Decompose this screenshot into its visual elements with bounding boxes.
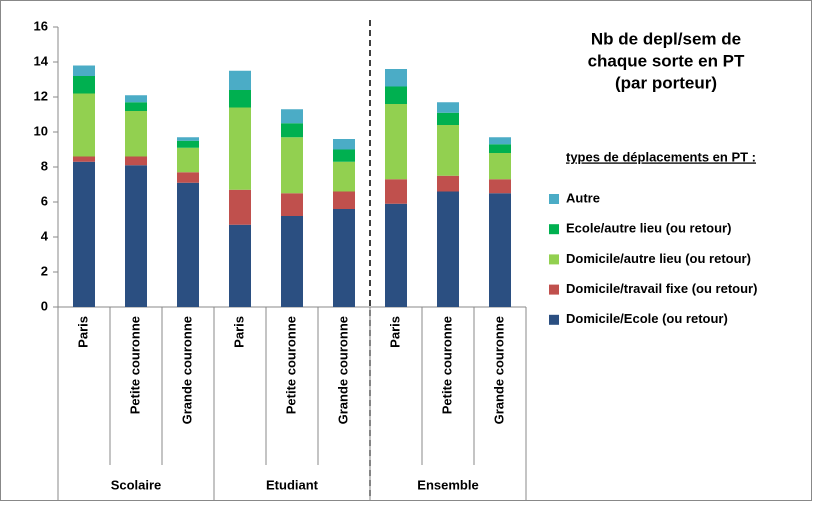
bar-segment	[229, 224, 251, 307]
group-label: Scolaire	[111, 477, 162, 492]
bar-segment	[229, 90, 251, 108]
bar-segment	[177, 140, 199, 148]
bar-segment	[281, 193, 303, 216]
bar-segment	[385, 203, 407, 307]
bar-segment	[177, 172, 199, 183]
group-label: Ensemble	[417, 477, 478, 492]
bar-segment	[125, 95, 147, 103]
y-tick-label: 12	[34, 88, 48, 103]
bar-segment	[437, 125, 459, 176]
legend-label: Domicile/Ecole (ou retour)	[566, 311, 728, 326]
chart-title: chaque sorte en PT	[588, 51, 745, 70]
legend-swatch	[549, 314, 559, 325]
bar-segment	[385, 86, 407, 104]
bar-segment	[73, 65, 95, 76]
x-tick-label: Grande couronne	[335, 316, 350, 424]
bar-segment	[73, 76, 95, 94]
bar-segment	[281, 123, 303, 138]
bar-segment	[229, 189, 251, 225]
bar-segment	[489, 153, 511, 180]
bar-segment	[177, 147, 199, 173]
legend-label: Domicile/autre lieu (ou retour)	[566, 251, 751, 266]
y-tick-label: 8	[41, 158, 48, 173]
bar-segment	[281, 109, 303, 124]
bar-segment	[125, 102, 147, 111]
y-tick-label: 10	[34, 123, 48, 138]
bar-segment	[385, 104, 407, 180]
bar-segment	[73, 93, 95, 157]
bar-segment	[229, 107, 251, 190]
chart-title: Nb de depl/sem de	[591, 29, 741, 48]
bar-segment	[489, 179, 511, 194]
bar-segment	[333, 191, 355, 209]
bar-segment	[125, 165, 147, 307]
bar-segment	[281, 216, 303, 307]
group-label: Etudiant	[266, 477, 319, 492]
legend-title: types de déplacements en PT :	[566, 149, 756, 164]
x-tick-label: Petite couronne	[127, 316, 142, 414]
bar-segment	[385, 69, 407, 87]
legend-swatch	[549, 194, 559, 204]
y-tick-label: 6	[41, 193, 48, 208]
legend-label: Domicile/travail fixe (ou retour)	[566, 281, 757, 296]
bar-segment	[333, 209, 355, 307]
legend-label: Autre	[566, 190, 600, 205]
x-tick-label: Paris	[387, 316, 402, 348]
bar-segment	[125, 156, 147, 166]
x-tick-label: Paris	[231, 316, 246, 348]
bar-segment	[437, 102, 459, 113]
legend-swatch	[549, 224, 559, 235]
legend-swatch	[549, 254, 559, 265]
bar-segment	[333, 161, 355, 192]
chart-title: (par porteur)	[615, 73, 717, 92]
y-tick-label: 2	[41, 263, 48, 278]
bar-segment	[229, 70, 251, 90]
bar-segment	[385, 179, 407, 204]
x-tick-label: Petite couronne	[439, 316, 454, 414]
x-tick-label: Paris	[75, 316, 90, 348]
legend-swatch	[549, 284, 559, 295]
bar-segment	[437, 112, 459, 125]
bar-segment	[489, 193, 511, 307]
legend-label: Ecole/autre lieu (ou retour)	[566, 221, 731, 236]
bar-segment	[437, 175, 459, 192]
x-tick-label: Grande couronne	[179, 316, 194, 424]
bar-segment	[177, 137, 199, 141]
bar-segment	[489, 144, 511, 153]
bar-segment	[333, 139, 355, 150]
x-tick-label: Petite couronne	[283, 316, 298, 414]
bar-segment	[333, 149, 355, 162]
bar-segment	[281, 137, 303, 194]
y-tick-label: 16	[34, 18, 48, 33]
y-tick-label: 14	[34, 53, 49, 68]
bar-segment	[177, 182, 199, 307]
y-tick-label: 0	[41, 298, 48, 313]
bar-segment	[437, 191, 459, 307]
bar-segment	[489, 137, 511, 145]
x-tick-label: Grande couronne	[491, 316, 506, 424]
y-tick-label: 4	[41, 228, 49, 243]
bar-segment	[125, 111, 147, 157]
bar-segment	[73, 161, 95, 307]
bar-segment	[73, 156, 95, 162]
